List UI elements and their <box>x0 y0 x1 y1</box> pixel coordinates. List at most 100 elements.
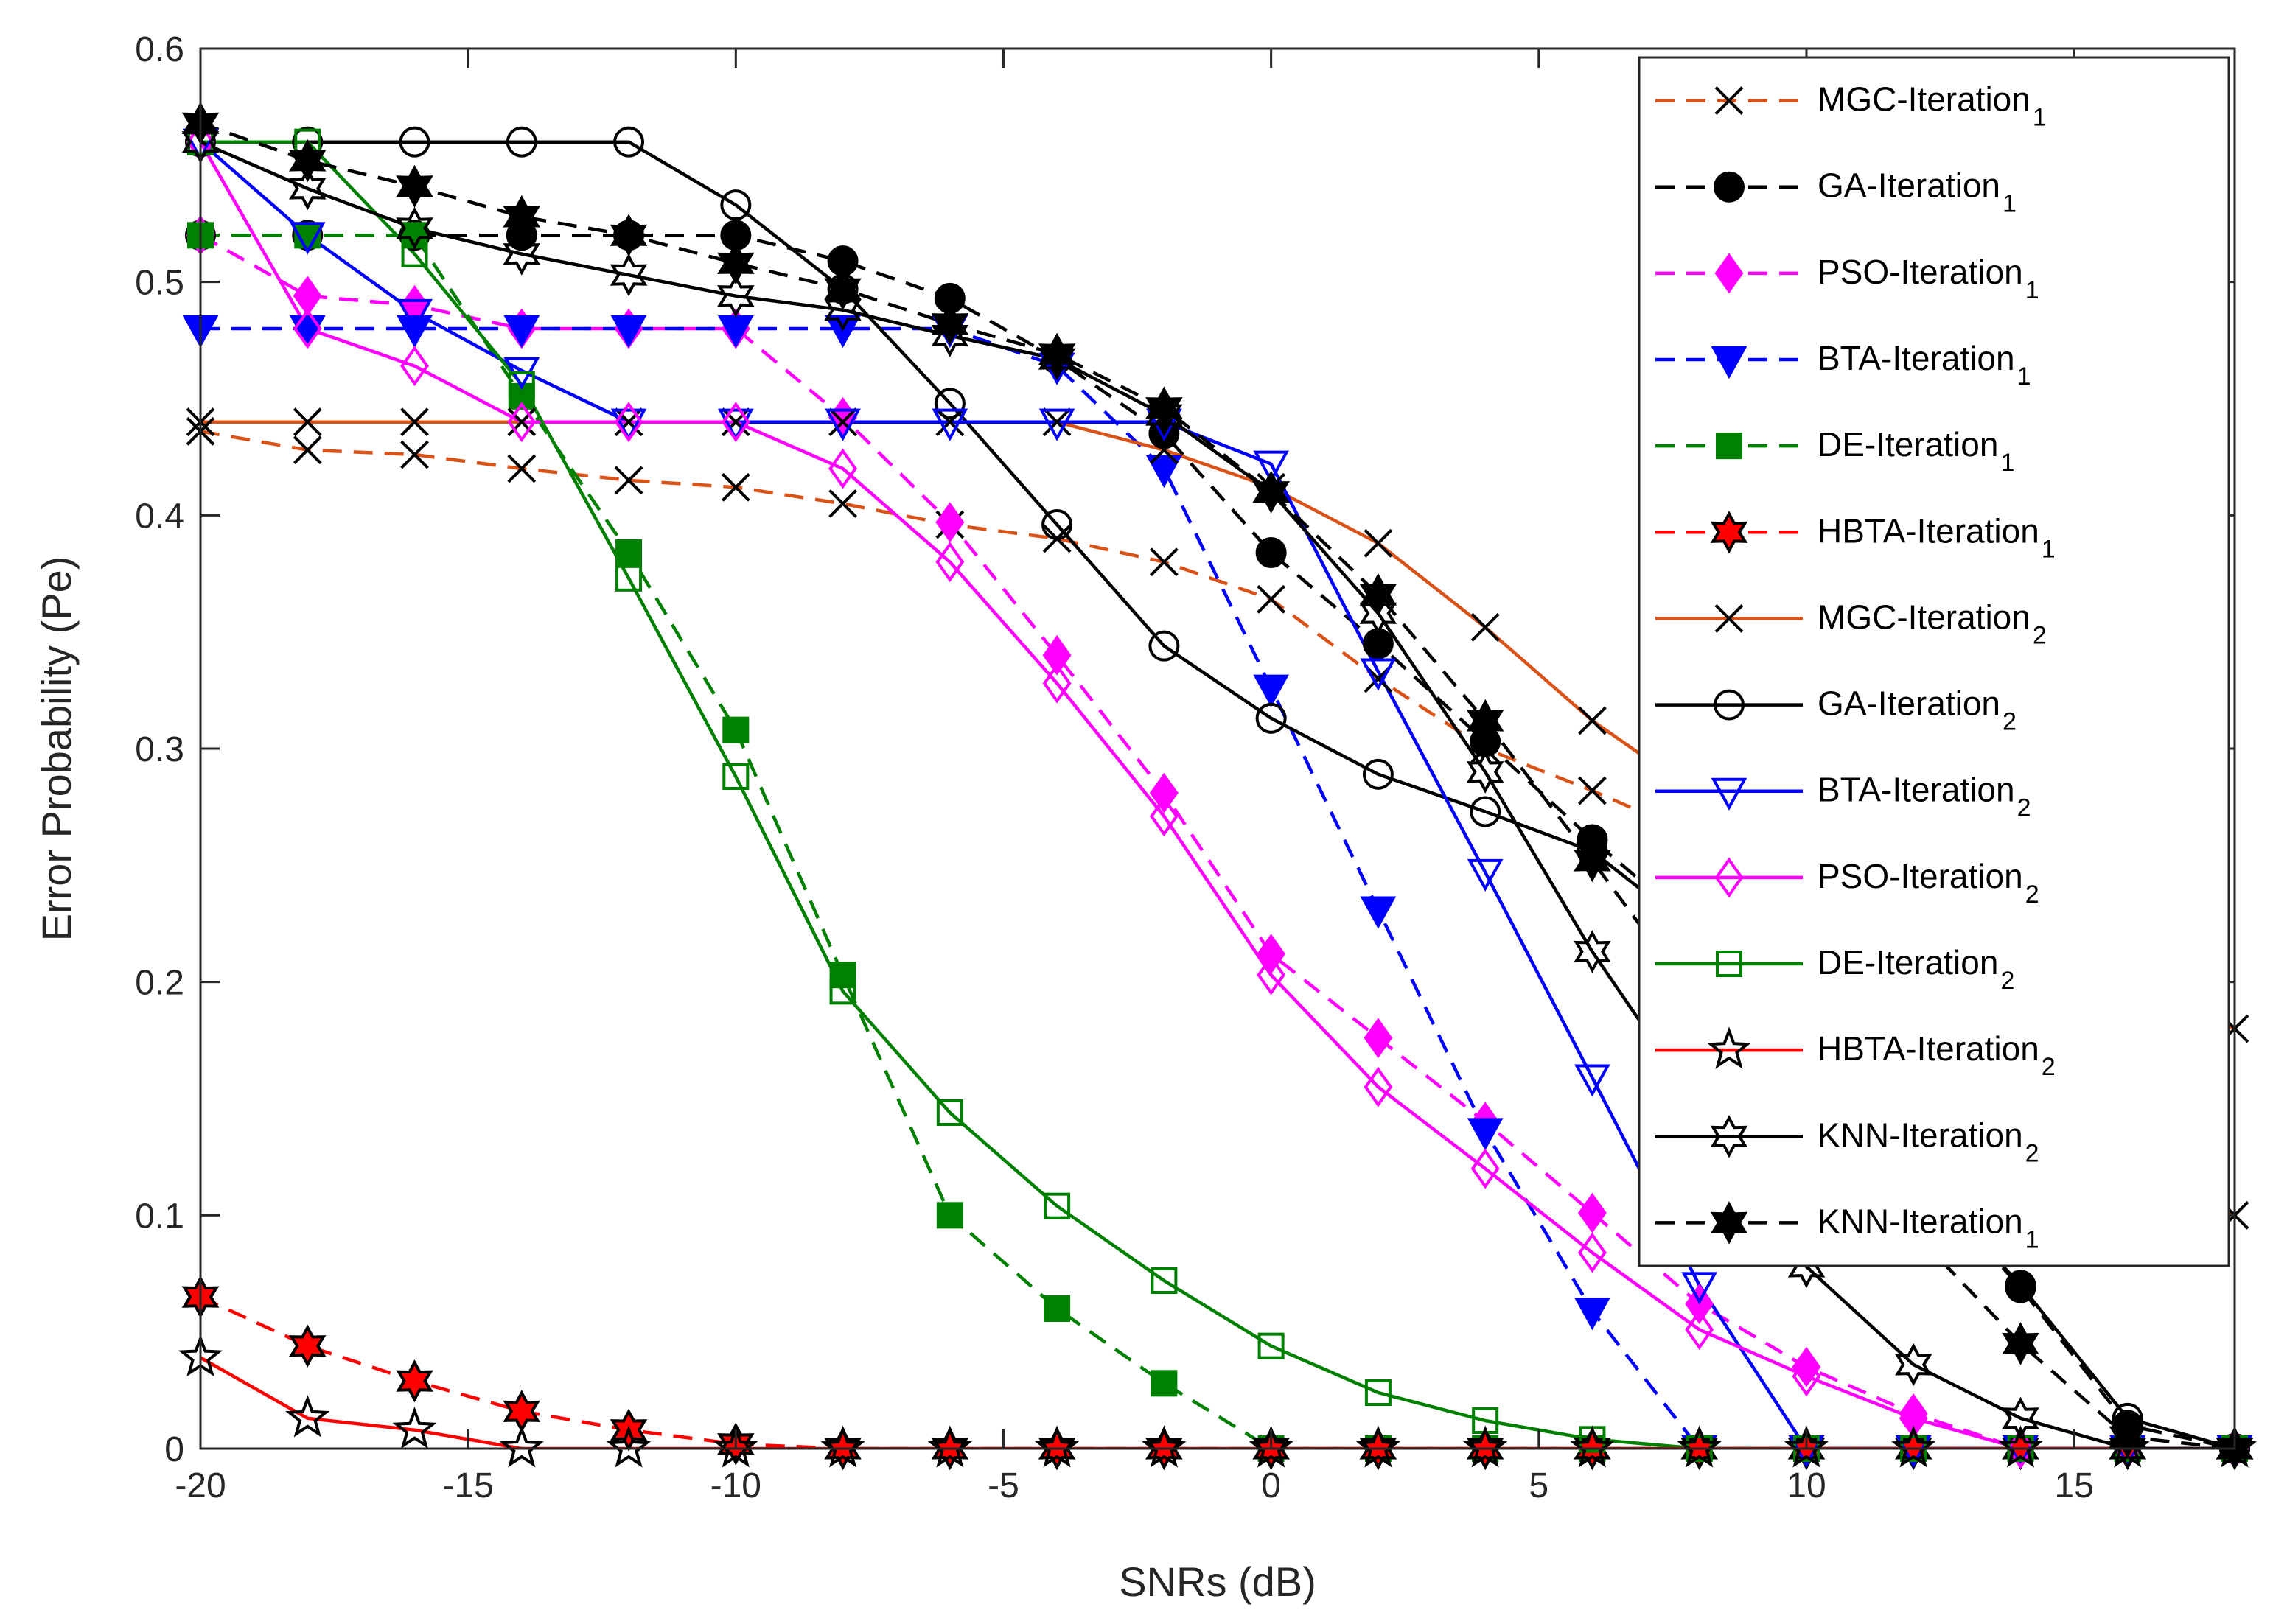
data-point <box>507 402 537 443</box>
x-tick-label: -5 <box>988 1466 1019 1505</box>
data-point <box>824 267 862 311</box>
data-point <box>1149 772 1179 813</box>
data-point <box>1466 699 1504 743</box>
legend-label-subscript: 2 <box>2042 1053 2056 1081</box>
legend-marker <box>1716 951 1742 977</box>
legend-label-subscript: 1 <box>2000 449 2014 477</box>
data-point <box>1145 455 1182 489</box>
series-pso-iteration2-line <box>200 141 2235 1449</box>
data-point <box>722 716 750 743</box>
series-knn-iteration1-line <box>200 122 2235 1449</box>
data-point <box>615 539 643 566</box>
legend-label: BTA-Iteration <box>1818 771 2015 809</box>
data-point <box>1362 758 1394 790</box>
legend-label: GA-Iteration <box>1818 685 2000 723</box>
data-point <box>1360 896 1397 929</box>
data-point <box>1570 1425 1615 1468</box>
data-point <box>396 206 433 250</box>
data-point <box>721 472 750 502</box>
y-tick-label: 0.2 <box>135 964 184 1003</box>
data-point <box>828 489 857 518</box>
data-point <box>1685 1309 1714 1350</box>
data-point <box>1784 1425 1829 1468</box>
data-point <box>1145 386 1183 430</box>
legend-label-subscript: 1 <box>2025 276 2039 304</box>
data-point <box>293 407 322 437</box>
data-point <box>721 407 750 437</box>
legend-label: DE-Iteration <box>1818 425 1998 463</box>
data-point <box>1792 1356 1821 1397</box>
legend-item: PSO-Iteration 2 <box>1655 857 2039 909</box>
data-point <box>1364 1379 1392 1406</box>
data-point <box>293 435 322 465</box>
data-point <box>931 302 969 346</box>
data-point <box>1574 839 1611 883</box>
data-point <box>400 407 429 437</box>
legend-marker <box>1714 689 1745 721</box>
legend-marker <box>1714 604 1744 633</box>
data-point <box>829 962 856 989</box>
data-point <box>1891 1425 1936 1468</box>
x-tick-label: 15 <box>2054 1466 2093 1505</box>
data-point <box>1257 1332 1285 1359</box>
data-point <box>400 440 429 469</box>
legend-marker <box>1714 253 1744 294</box>
data-point <box>927 1425 972 1468</box>
data-point <box>932 408 968 441</box>
legend-label: MGC-Iteration <box>1818 80 2031 119</box>
data-point <box>288 139 327 183</box>
data-point <box>1253 450 1290 483</box>
legend-label-subscript: 2 <box>2025 1139 2039 1167</box>
data-point <box>935 502 965 543</box>
legend-item: DE-Iteration 1 <box>1655 425 2014 477</box>
y-tick-label: 0.5 <box>135 264 184 303</box>
data-point <box>2005 1270 2036 1301</box>
legend-item: BTA-Iteration 1 <box>1655 339 2031 391</box>
data-point <box>610 408 647 441</box>
data-point <box>931 314 969 357</box>
data-point <box>1577 1232 1607 1273</box>
data-point <box>1360 658 1397 691</box>
data-point <box>2005 1272 2036 1303</box>
data-point <box>1681 1272 1718 1305</box>
data-point <box>1998 1425 2043 1468</box>
data-point <box>1252 470 1290 514</box>
legend-marker <box>1716 433 1742 460</box>
legend-label: PSO-Iteration <box>1818 253 2023 291</box>
data-point <box>936 1099 963 1126</box>
data-point <box>720 189 752 221</box>
data-point <box>1677 1425 1722 1468</box>
data-point <box>1255 702 1287 734</box>
data-point <box>288 167 327 211</box>
data-point <box>2109 1427 2147 1471</box>
data-point <box>1470 612 1500 642</box>
legend-item: KNN-Iteration 2 <box>1655 1115 2039 1167</box>
data-point <box>1042 634 1072 676</box>
legend-item: HBTA-Iteration 1 <box>1655 511 2056 563</box>
data-point <box>392 1407 437 1449</box>
legend-item: PSO-Iteration 1 <box>1655 253 2039 304</box>
data-point <box>1359 573 1397 617</box>
data-point <box>828 448 858 489</box>
data-point <box>713 1425 758 1468</box>
data-point <box>1151 1370 1178 1397</box>
legend-label-subscript: 2 <box>2017 794 2031 822</box>
x-tick-label: -15 <box>442 1466 493 1505</box>
data-point <box>1257 954 1286 995</box>
data-point <box>1364 1066 1393 1107</box>
series-ga-iteration1-line <box>200 234 2235 1449</box>
legend-label-subscript: 1 <box>2017 363 2031 391</box>
x-axis-label: SNRs (dB) <box>1119 1558 1316 1605</box>
legend-label-subscript: 1 <box>2042 535 2056 563</box>
legend-label: KNN-Iteration <box>1818 1116 2023 1154</box>
y-tick-label: 0 <box>164 1430 184 1469</box>
data-point <box>1035 1425 1080 1468</box>
data-point <box>293 308 322 349</box>
legend-item: KNN-Iteration 1 <box>1655 1201 2039 1253</box>
data-point <box>507 454 537 483</box>
data-point <box>721 402 750 443</box>
legend-label-subscript: 2 <box>2003 708 2017 736</box>
data-point <box>829 978 856 1005</box>
data-point <box>288 1324 327 1368</box>
